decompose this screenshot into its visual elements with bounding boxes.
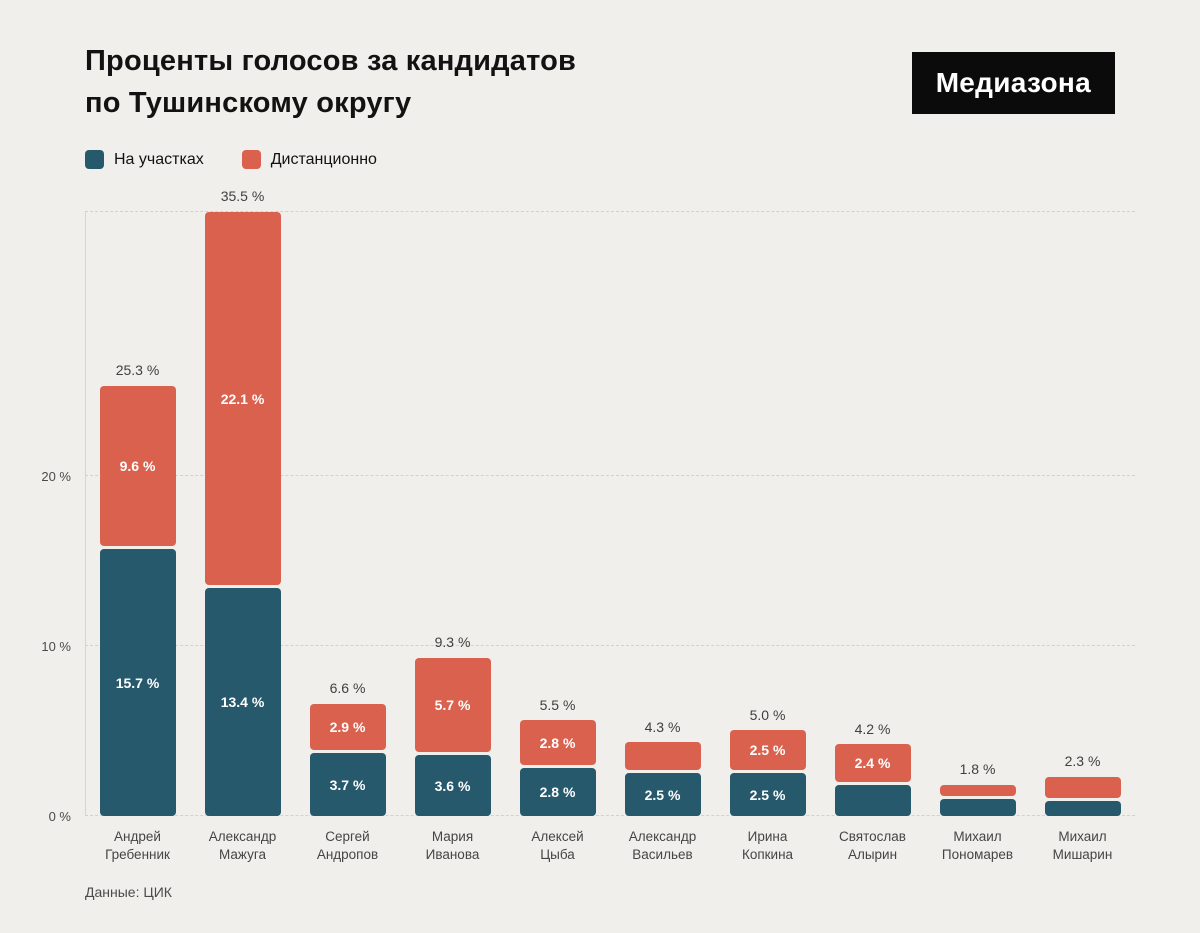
- bar-segment-onsite: [1044, 801, 1121, 816]
- remote-segment-value: 2.4 %: [854, 755, 891, 771]
- stacked-bar-chart: 0 % 10 % 20 % 25.3 % 9.6 % 15.7 % Андрей Гребе…: [41, 188, 1135, 862]
- x-axis-category-label: Андрей Гребенник: [105, 829, 170, 862]
- x-axis-category-label: Михаил Пономарев: [941, 829, 1014, 862]
- bar-stack: 2.4 %: [834, 744, 911, 816]
- bar-total-label: 4.2 %: [854, 721, 891, 737]
- x-axis-category-label: Михаил Мишарин: [1052, 829, 1113, 862]
- bar-segment-remote: [939, 785, 1016, 796]
- bar-total-label: 1.8 %: [959, 761, 996, 777]
- bar-segment-remote: 2.5 %: [729, 730, 806, 770]
- gridline-0: [85, 815, 1135, 816]
- remote-legend-label: Дистанционно: [270, 150, 377, 168]
- bar-stack: 2.8 % 2.8 %: [519, 720, 596, 816]
- y-axis-label: 20 %: [41, 469, 71, 484]
- mediazona-logo: Медиазона: [911, 52, 1115, 114]
- remote-segment-value: 22.1 %: [220, 390, 265, 407]
- bar-segment-remote: 22.1 %: [204, 212, 281, 585]
- legend-item-remote: Дистанционно: [241, 150, 377, 169]
- bar-stack: 2.5 % 2.5 %: [729, 730, 806, 816]
- remote-segment-value: 2.8 %: [539, 734, 576, 751]
- x-axis-category-label: Александр Васильев: [628, 829, 697, 862]
- bar-group: 6.6 % 2.9 % 3.7 % Сергей Андропов: [295, 212, 400, 862]
- bar-segment-remote: 2.8 %: [519, 720, 596, 765]
- legend: На участках Дистанционно: [85, 150, 377, 169]
- bar-segment-remote: 2.4 %: [834, 744, 911, 782]
- bar-segment-remote: 2.9 %: [309, 704, 386, 750]
- plot-area: 0 % 10 % 20 % 25.3 % 9.6 % 15.7 % Андрей Гребе…: [41, 188, 1135, 862]
- legend-item-onsite: На участках: [85, 150, 204, 169]
- bar-total-label: 35.5 %: [220, 188, 265, 204]
- bar-total-label: 2.3 %: [1064, 753, 1101, 769]
- bar-total-label: 9.3 %: [434, 634, 471, 650]
- bar-group: 1.8 % Михаил Пономарев: [925, 212, 1030, 862]
- bar-group: 5.0 % 2.5 % 2.5 % Ирина Копкина: [715, 212, 820, 862]
- bar-stack: 2.9 % 3.7 %: [309, 704, 386, 816]
- bar-group: 25.3 % 9.6 % 15.7 % Андрей Гребенник: [85, 212, 190, 862]
- x-axis-category-label: Святослав Алырин: [839, 829, 906, 862]
- onsite-color-swatch: [85, 150, 104, 169]
- onsite-legend-label: На участках: [114, 150, 204, 168]
- page-title: Проценты голосов за кандидатов по Тушинск…: [85, 40, 576, 124]
- onsite-segment-value: 3.6 %: [434, 777, 471, 794]
- bar-stack: 22.1 % 13.4 %: [204, 212, 281, 816]
- bar-group: 35.5 % 22.1 % 13.4 % Александр Мажуга: [190, 188, 295, 862]
- bar-total-label: 6.6 %: [329, 680, 366, 696]
- onsite-segment-value: 13.4 %: [220, 694, 265, 710]
- bar-segment-onsite: 3.7 %: [309, 753, 386, 816]
- bar-group: 4.3 % 2.5 % Александр Васильев: [610, 212, 715, 862]
- x-axis-category-label: Алексей Цыба: [531, 829, 584, 862]
- gridline-20: [85, 475, 1135, 476]
- bar-segment-onsite: [834, 785, 911, 816]
- bar-segment-onsite: 2.8 %: [519, 768, 596, 816]
- bar-segment-onsite: 2.5 %: [729, 773, 806, 816]
- remote-segment-value: 2.5 %: [749, 742, 786, 758]
- x-axis-category-label: Сергей Андропов: [316, 829, 379, 862]
- onsite-segment-value: 2.5 %: [644, 786, 681, 803]
- data-source: Данные: ЦИК: [85, 884, 172, 900]
- remote-segment-value: 9.6 %: [119, 458, 156, 474]
- bar-total-label: 4.3 %: [644, 719, 681, 735]
- bar-group: 5.5 % 2.8 % 2.8 % Алексей Цыба: [505, 212, 610, 862]
- bar-stack: 5.7 % 3.6 %: [414, 658, 491, 816]
- bar-segment-onsite: 3.6 %: [414, 755, 491, 816]
- y-axis-label: 0 %: [48, 809, 71, 824]
- x-axis-category-label: Мария Иванова: [425, 829, 480, 862]
- x-axis-category-label: Ирина Копкина: [741, 829, 794, 862]
- gridline-10: [85, 645, 1135, 646]
- bar-segment-onsite: [939, 799, 1016, 816]
- bar-group: 4.2 % 2.4 % Святослав Алырин: [820, 212, 925, 862]
- remote-color-swatch: [241, 150, 261, 169]
- gridline-35.5: [85, 211, 1135, 212]
- bar-group: 9.3 % 5.7 % 3.6 % Мария Иванова: [400, 212, 505, 862]
- x-axis-category-label: Александр Мажуга: [208, 829, 277, 862]
- bar-segment-remote: 9.6 %: [99, 386, 176, 546]
- bar-total-label: 25.3 %: [115, 362, 160, 378]
- bar-segment-onsite: 2.5 %: [624, 773, 701, 816]
- bar-stack: 9.6 % 15.7 %: [99, 386, 176, 816]
- title-line-2: по Тушинскому округу: [85, 87, 412, 119]
- onsite-segment-value: 2.8 %: [539, 784, 576, 800]
- bar-total-label: 5.0 %: [749, 707, 786, 723]
- onsite-segment-value: 2.5 %: [749, 786, 786, 803]
- bar-total-label: 5.5 %: [539, 697, 576, 713]
- bar-segment-onsite: 15.7 %: [99, 549, 176, 816]
- onsite-segment-value: 15.7 %: [115, 674, 160, 691]
- bar-group: 2.3 % Михаил Мишарин: [1030, 212, 1135, 862]
- bars-row: 25.3 % 9.6 % 15.7 % Андрей Гребенник 35.5 % 2…: [85, 188, 1135, 862]
- remote-segment-value: 5.7 %: [434, 697, 471, 713]
- bar-segment-onsite: 13.4 %: [204, 588, 281, 816]
- bar-segment-remote: [624, 742, 701, 770]
- title-line-1: Проценты голосов за кандидатов: [85, 45, 577, 77]
- bar-stack: 2.5 %: [624, 742, 701, 816]
- bar-segment-remote: 5.7 %: [414, 658, 491, 752]
- onsite-segment-value: 3.7 %: [329, 776, 366, 793]
- bar-segment-remote: [1044, 777, 1121, 798]
- y-axis-label: 10 %: [41, 639, 71, 654]
- y-axis-line: [85, 212, 86, 816]
- bar-stack: [1044, 777, 1121, 816]
- remote-segment-value: 2.9 %: [329, 719, 366, 735]
- bar-stack: [939, 785, 1016, 816]
